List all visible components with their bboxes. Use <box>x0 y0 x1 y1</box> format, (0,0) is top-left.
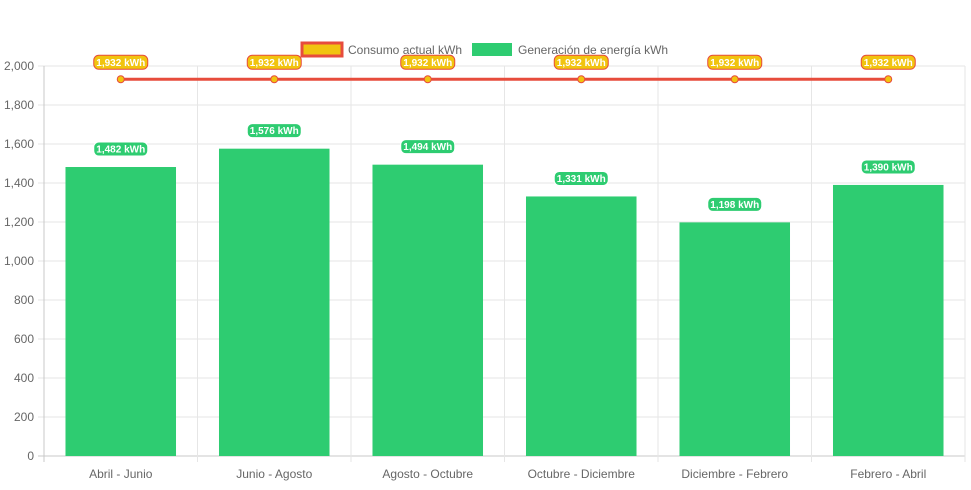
data-label-consumo-badge <box>553 54 609 70</box>
data-label-consumo: 1,932 kWh <box>403 58 452 69</box>
y-tick-label: 800 <box>14 293 34 307</box>
data-label-generacion-badge <box>246 123 302 139</box>
x-tick-label: Agosto - Octubre <box>382 467 473 481</box>
data-label-consumo: 1,932 kWh <box>250 58 299 69</box>
y-tick-label: 1,000 <box>4 254 34 268</box>
grid-lines <box>38 65 966 462</box>
y-tick-label: 2,000 <box>4 59 34 73</box>
data-label-consumo-badge <box>400 54 456 70</box>
y-tick-label: 1,400 <box>4 176 34 190</box>
data-label-generacion: 1,198 kWh <box>710 200 759 211</box>
data-label-consumo: 1,932 kWh <box>864 58 913 69</box>
legend-label-consumo[interactable]: Consumo actual kWh <box>348 43 462 57</box>
y-tick-label: 0 <box>27 449 34 463</box>
y-tick-label: 200 <box>14 410 34 424</box>
y-tick-label: 600 <box>14 332 34 346</box>
x-tick-label: Junio - Agosto <box>236 467 312 481</box>
x-tick-label: Diciembre - Febrero <box>681 467 788 481</box>
y-tick-label: 1,600 <box>4 137 34 151</box>
legend-swatch-generacion[interactable] <box>472 43 512 56</box>
bar-generacion[interactable] <box>832 184 944 456</box>
point-consumo[interactable] <box>423 75 432 84</box>
data-label-generacion-badge <box>860 159 916 175</box>
y-tick-label: 1,200 <box>4 215 34 229</box>
x-tick-label: Febrero - Abril <box>850 467 926 481</box>
bar-generacion[interactable] <box>679 222 791 456</box>
data-label-consumo: 1,932 kWh <box>96 58 145 69</box>
y-tick-label: 400 <box>14 371 34 385</box>
data-label-consumo: 1,932 kWh <box>557 58 606 69</box>
data-label-generacion-badge <box>707 196 763 212</box>
data-label-generacion-badge <box>93 141 149 157</box>
x-tick-label: Octubre - Diciembre <box>528 467 636 481</box>
data-label-generacion: 1,576 kWh <box>250 126 299 137</box>
data-label-consumo: 1,932 kWh <box>710 58 759 69</box>
data-label-generacion: 1,390 kWh <box>864 162 913 173</box>
bar-generacion[interactable] <box>65 167 177 456</box>
data-label-generacion-badge <box>553 170 609 186</box>
point-consumo[interactable] <box>730 75 739 84</box>
bar-generacion[interactable] <box>218 148 330 456</box>
data-label-consumo-badge <box>860 54 916 70</box>
bar-generacion[interactable] <box>525 196 637 456</box>
point-consumo[interactable] <box>116 75 125 84</box>
y-tick-label: 1,800 <box>4 98 34 112</box>
data-label-generacion: 1,331 kWh <box>557 174 606 185</box>
x-tick-label: Abril - Junio <box>89 467 153 481</box>
legend-swatch-consumo[interactable] <box>300 41 344 58</box>
point-consumo[interactable] <box>884 75 893 84</box>
point-consumo[interactable] <box>270 75 279 84</box>
data-label-generacion: 1,482 kWh <box>96 145 145 156</box>
data-label-consumo-badge <box>246 54 302 70</box>
data-label-consumo-badge <box>93 54 149 70</box>
bar-generacion[interactable] <box>372 164 484 457</box>
point-consumo[interactable] <box>577 75 586 84</box>
data-label-consumo-badge <box>707 54 763 70</box>
legend: Consumo actual kWh Generación de energía … <box>300 41 668 58</box>
data-label-generacion-badge <box>400 139 456 155</box>
data-label-generacion: 1,494 kWh <box>403 142 452 153</box>
legend-label-generacion[interactable]: Generación de energía kWh <box>518 43 668 57</box>
